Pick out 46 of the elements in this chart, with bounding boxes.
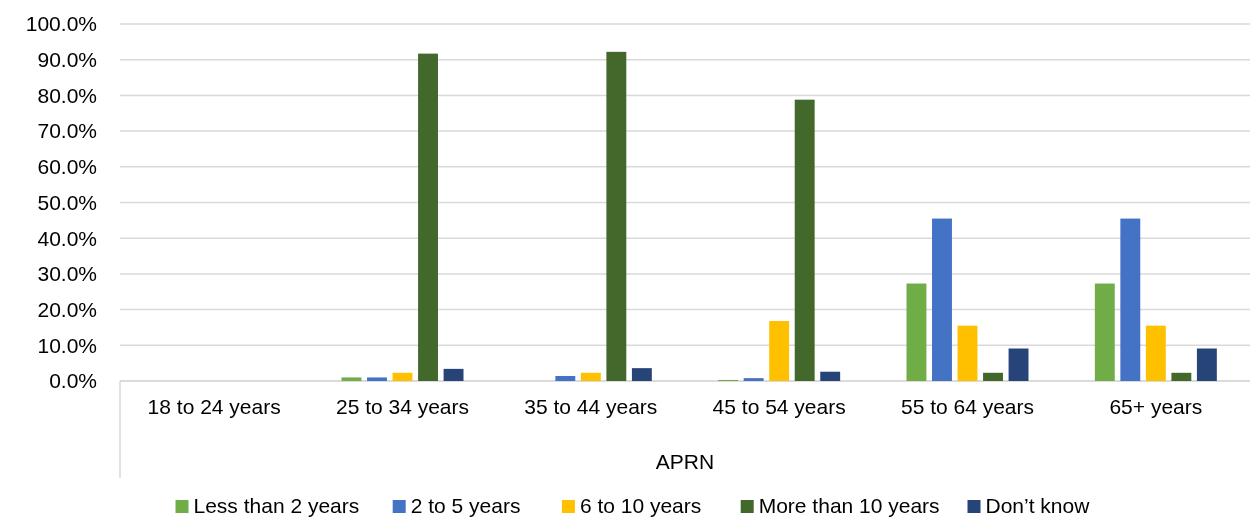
y-tick-label: 100.0% <box>25 12 97 36</box>
bar <box>957 325 978 381</box>
bar <box>631 368 652 381</box>
bar <box>743 378 764 381</box>
bar <box>341 377 362 381</box>
legend-label: 6 to 10 years <box>579 494 702 517</box>
bar <box>418 53 438 381</box>
bar <box>1094 283 1115 381</box>
x-tick-label: 25 to 34 years <box>335 395 470 418</box>
bar <box>443 368 464 381</box>
bar <box>392 372 413 381</box>
x-tick-label: 45 to 54 years <box>712 395 846 418</box>
bar <box>1120 218 1141 381</box>
y-tick-label: 70.0% <box>37 119 97 143</box>
legend-label: Less than 2 years <box>193 494 360 517</box>
y-tick-label: 0.0% <box>49 369 97 393</box>
y-tick-label: 30.0% <box>37 262 97 286</box>
y-tick-label: 60.0% <box>37 155 97 179</box>
legend-label: More than 10 years <box>758 494 940 517</box>
x-tick-label: 55 to 64 years <box>900 395 1035 418</box>
y-tick-label: 10.0% <box>37 333 97 357</box>
x-tick-label: 65+ years <box>1109 395 1203 418</box>
y-tick-label: 80.0% <box>37 83 97 107</box>
bar <box>367 377 387 381</box>
bar <box>555 376 576 381</box>
bar <box>932 218 952 381</box>
bar <box>580 372 601 381</box>
x-tick-label: 35 to 44 years <box>524 395 658 418</box>
legend-label: 2 to 5 years <box>410 494 521 517</box>
y-tick-label: 20.0% <box>37 297 97 321</box>
bar <box>1145 325 1166 381</box>
bar <box>820 371 841 381</box>
bar <box>794 99 815 381</box>
y-tick-label: 50.0% <box>37 190 97 214</box>
bar <box>983 372 1003 381</box>
bar <box>1196 348 1217 381</box>
bar <box>1008 348 1029 381</box>
bar <box>1171 372 1192 381</box>
bar <box>906 283 927 381</box>
legend-label: Don’t know <box>985 494 1091 517</box>
y-tick-label: 90.0% <box>37 48 97 72</box>
y-tick-label: 40.0% <box>37 226 97 250</box>
bar <box>769 321 790 381</box>
x-tick-label: 18 to 24 years <box>147 395 281 418</box>
bar <box>606 51 627 381</box>
x-axis-title: APRN <box>655 450 715 473</box>
